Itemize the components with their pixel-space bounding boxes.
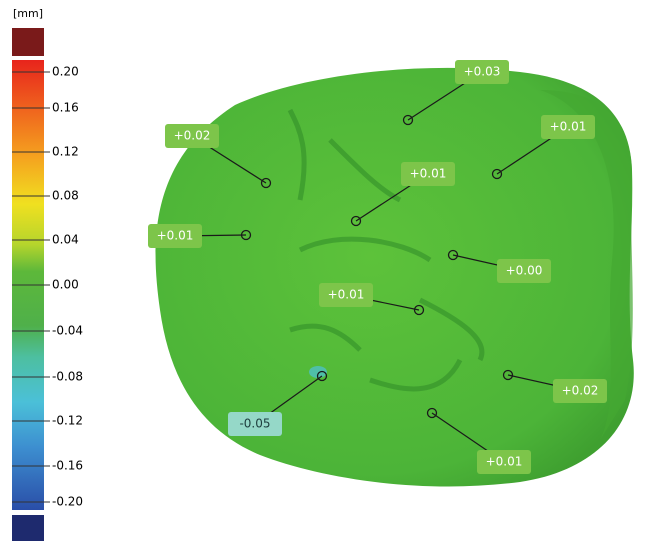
scale-label: 0.04	[52, 233, 79, 247]
annotation-label: +0.02	[562, 384, 599, 398]
scale-label: 0.16	[52, 101, 79, 115]
scale-label: 0.08	[52, 189, 79, 203]
annotation-label: -0.05	[239, 417, 270, 431]
scale-label: -0.04	[52, 324, 83, 338]
scale-under	[12, 515, 44, 541]
scale-label: -0.08	[52, 370, 83, 384]
annotation-label: +0.00	[506, 264, 543, 278]
annotation-label: +0.01	[157, 229, 194, 243]
annotation-label: +0.01	[328, 288, 365, 302]
annotation-label: +0.03	[464, 65, 501, 79]
annotation-label: +0.02	[174, 129, 211, 143]
scale-label: 0.00	[52, 278, 79, 292]
scale-label: 0.12	[52, 145, 79, 159]
scale-over	[12, 28, 44, 56]
scale-label: 0.20	[52, 65, 79, 79]
scale-label: -0.16	[52, 459, 83, 473]
annotation-label: +0.01	[550, 120, 587, 134]
annotation-label: +0.01	[486, 455, 523, 469]
deviation-view: [mm] 0.20 0.16 0.12 0.08 0.04 0.00 -0.04 -0.08 -…	[0, 0, 649, 542]
annotation-label: +0.01	[410, 167, 447, 181]
scale-unit: [mm]	[13, 7, 43, 20]
scale-label: -0.20	[52, 495, 83, 509]
scale-label: -0.12	[52, 414, 83, 428]
